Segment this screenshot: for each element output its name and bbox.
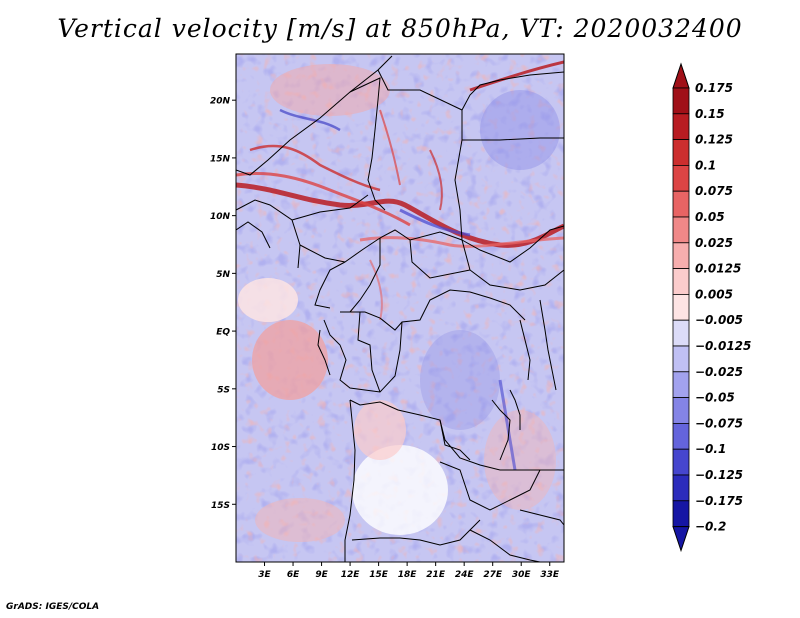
colorbar-label: −0.125 bbox=[695, 468, 743, 482]
lon-tick-label: 6E bbox=[287, 570, 300, 580]
colorbar-label: 0.05 bbox=[695, 210, 725, 224]
colorbar-label: −0.005 bbox=[695, 313, 743, 327]
colorbar-label: 0.025 bbox=[695, 236, 733, 250]
colorbar-label: 0.15 bbox=[695, 107, 725, 121]
lon-tick-label: 15E bbox=[369, 570, 389, 580]
colorbar-label: 0.125 bbox=[695, 133, 733, 147]
lon-tick-label: 24E bbox=[455, 570, 475, 580]
lat-tick-label: 20N bbox=[210, 97, 231, 107]
map-frame bbox=[235, 53, 565, 563]
lon-tick-label: 9E bbox=[315, 570, 328, 580]
colorbar-segment bbox=[672, 371, 690, 398]
colorbar-label: 0.175 bbox=[695, 81, 733, 95]
colorbar-label: −0.1 bbox=[695, 442, 726, 456]
lat-tick-label: 15S bbox=[211, 501, 230, 511]
lat-tick-label: 5N bbox=[216, 270, 230, 280]
lon-tick-label: 3E bbox=[258, 570, 271, 580]
lon-tick-label: 33E bbox=[540, 570, 560, 580]
map-title: Vertical velocity [m/s] at 850hPa, VT: 2… bbox=[57, 14, 743, 43]
colorbar-label: −0.175 bbox=[695, 494, 743, 508]
lat-tick-label: 5S bbox=[217, 385, 230, 395]
colorbar-segment bbox=[672, 345, 690, 373]
colorbar-label: 0.075 bbox=[695, 184, 733, 198]
colorbar-segment bbox=[672, 293, 690, 321]
colorbar: 0.175 0.15 0.125 0.1 0.075 0.05 0.025 0.0125 0.0… bbox=[672, 62, 751, 553]
colorbar-segment bbox=[672, 422, 690, 450]
colorbar-segment bbox=[672, 474, 690, 502]
velocity-field bbox=[236, 54, 564, 562]
latitude-axis: 20N 15N 10N 5N EQ 5S 10S 15S bbox=[210, 97, 236, 511]
lon-tick-label: 30E bbox=[512, 570, 532, 580]
colorbar-label: 0.1 bbox=[695, 158, 716, 172]
longitude-axis: 3E 6E 9E 12E 15E 18E 21E 24E 27E 30E 33E bbox=[258, 562, 560, 580]
colorbar-label: 0.0125 bbox=[695, 262, 741, 276]
lon-tick-label: 21E bbox=[426, 570, 446, 580]
colorbar-label: −0.2 bbox=[695, 520, 726, 534]
colorbar-segment bbox=[672, 87, 690, 115]
lon-tick-label: 18E bbox=[398, 570, 418, 580]
colorbar-label: −0.025 bbox=[695, 365, 743, 379]
colorbar-segment bbox=[672, 242, 690, 270]
colorbar-segment bbox=[672, 190, 690, 218]
colorbar-segment bbox=[672, 397, 690, 424]
colorbar-segment bbox=[672, 113, 690, 141]
lat-tick-label: 15N bbox=[210, 154, 231, 164]
grads-credit: GrADS: IGES/COLA bbox=[6, 602, 100, 612]
colorbar-segment bbox=[672, 319, 690, 347]
colorbar-label: −0.05 bbox=[695, 391, 735, 405]
colorbar-segment bbox=[672, 139, 690, 166]
colorbar-segment bbox=[672, 216, 690, 244]
country-borders bbox=[236, 55, 564, 562]
colorbar-over-arrow bbox=[672, 62, 690, 89]
lat-tick-label: 10S bbox=[211, 443, 230, 453]
colorbar-label: −0.075 bbox=[695, 416, 743, 430]
lat-tick-label: 10N bbox=[210, 212, 231, 222]
colorbar-segment bbox=[672, 448, 690, 476]
colorbar-segment bbox=[672, 268, 690, 295]
lon-tick-label: 27E bbox=[483, 570, 503, 580]
colorbar-segment bbox=[672, 164, 690, 192]
colorbar-segment bbox=[672, 500, 690, 527]
colorbar-under-arrow bbox=[672, 526, 690, 553]
colorbar-label: 0.005 bbox=[695, 287, 733, 301]
lon-tick-label: 12E bbox=[341, 570, 361, 580]
colorbar-label: −0.0125 bbox=[695, 339, 751, 353]
lat-tick-label: EQ bbox=[216, 328, 230, 338]
